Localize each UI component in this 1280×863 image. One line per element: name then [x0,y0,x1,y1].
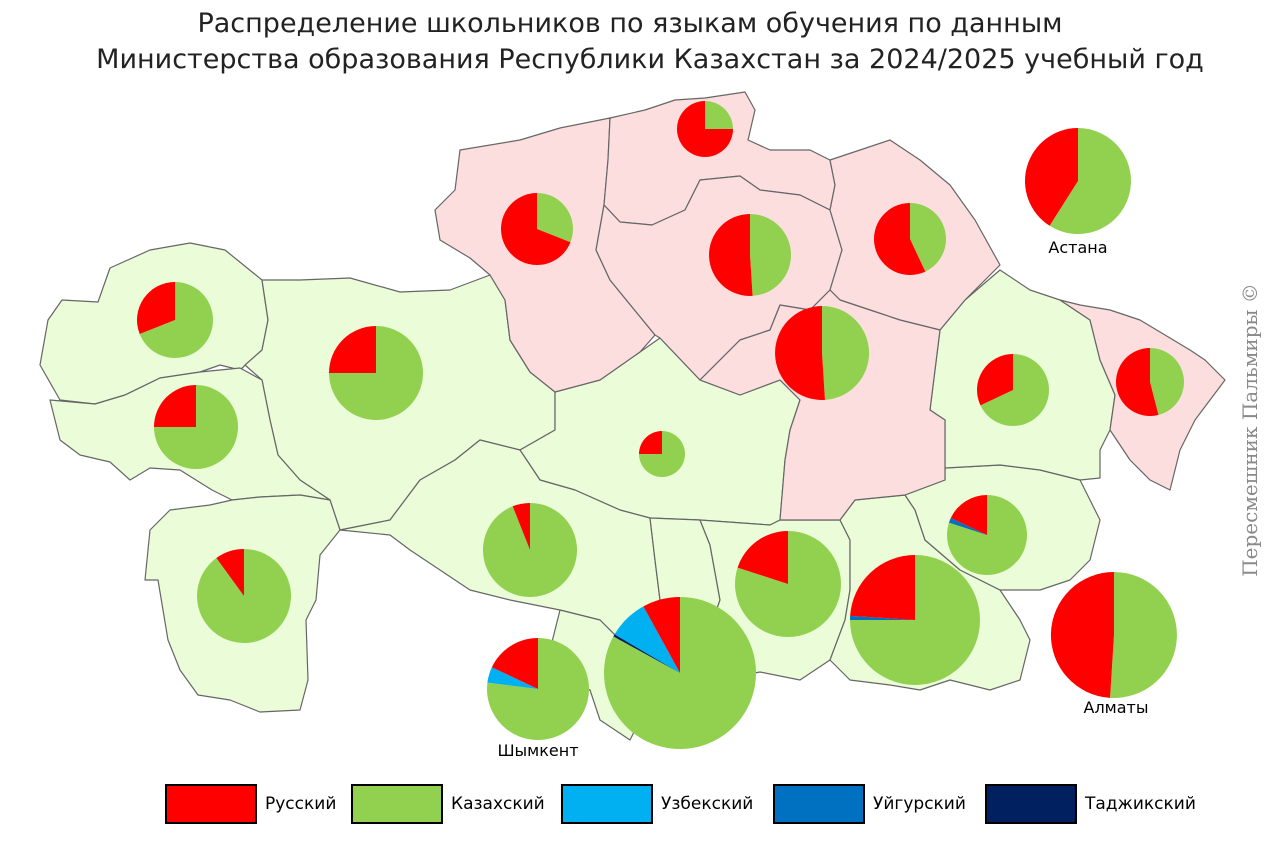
pie-atyrau [154,385,238,469]
pie-astana [1024,127,1131,234]
legend-swatch-kazakh [351,784,443,824]
pie-slice-zhambyl-kazakh [734,531,841,637]
pie-slice-karaganda-russian [775,306,825,400]
pie-slice-north-kazakhstan-russian [677,101,733,157]
pie-turkistan [604,597,757,749]
map-title-line-1: Распределение школьников по языкам обуче… [197,8,1063,39]
pie-slice-shymkent-uzbek [487,667,538,689]
pie-slice-mangystau-kazakh [197,549,292,643]
pie-almaty-city [1050,571,1177,698]
legend-label-uyghur: Уйгурский [873,794,966,814]
pie-slice-kostanay-kazakh [537,193,573,243]
pie-slice-abai-kazakh [980,354,1050,426]
pie-zhambyl [734,530,841,637]
pie-slice-pavlodar-russian [873,203,926,275]
pie-kostanay [500,192,573,265]
legend-label-kazakh: Казахский [451,794,545,814]
author-watermark: Пересмешник Пальмиры © [1238,283,1262,577]
pie-slice-pavlodar-kazakh [910,203,946,272]
pie-slice-east-kazakhstan-kazakh [1150,348,1184,415]
legend-swatch-tajik [985,784,1077,824]
almaty-label: Алматы [1084,698,1149,717]
pie-slice-zhambyl-russian [737,530,788,584]
pie-slice-atyrau-russian [154,385,196,427]
pie-slice-abai-russian [977,354,1013,406]
pie-zhetysu [947,495,1028,575]
pie-slice-turkistan-uzbek [614,606,680,673]
pie-slice-zhetysu-uyghur [948,517,987,535]
pie-slice-astana-russian [1024,127,1078,226]
pie-aktobe [329,326,423,420]
legend-label-uzbek: Узбекский [661,794,754,814]
pie-slice-west-kazakhstan-russian [137,282,175,334]
legend-swatch-uzbek [561,784,653,824]
pie-almaty-region [850,555,980,685]
pie-slice-almaty-region-uyghur [850,615,915,620]
pie-slice-west-kazakhstan-kazakh [139,282,214,359]
pie-north-kazakhstan [677,101,733,157]
pie-slice-east-kazakhstan-russian [1115,348,1159,417]
pie-slice-zhetysu-kazakh [947,495,1028,575]
legend-label-tajik: Таджикский [1085,794,1196,814]
pie-east-kazakhstan [1115,348,1184,417]
pie-slice-kyzylorda-kazakh [483,503,578,597]
map-title-line-2: Министерства образования Республики Каза… [96,44,1204,75]
pie-charts-layer [137,101,1184,749]
pie-shymkent [486,638,589,740]
pie-slice-north-kazakhstan-kazakh [705,101,733,129]
pie-pavlodar [873,203,946,275]
pie-west-kazakhstan [137,282,214,359]
pie-slice-shymkent-russian [491,638,538,689]
pie-slice-almaty-region-russian [850,555,915,620]
pie-akmola [709,214,792,296]
pie-karaganda [775,306,870,400]
legend-swatch-uyghur [773,784,865,824]
pie-slice-astana-kazakh [1049,128,1131,234]
pie-mangystau [197,549,292,643]
pie-slice-ulytau-russian [639,431,662,454]
pie-slice-almaty-city-russian [1050,571,1114,698]
pie-kyzylorda [483,503,578,597]
pie-slice-aktobe-russian [329,326,376,373]
legend-label-russian: Русский [265,794,337,814]
pie-slice-turkistan-kazakh [604,597,757,749]
pie-slice-akmola-kazakh [750,214,792,296]
pie-slice-kyzylorda-russian [512,503,530,550]
pie-slice-turkistan-tajik [613,634,680,673]
legend-swatch-russian [165,784,257,824]
pie-slice-turkistan-russian [643,597,680,673]
pie-ulytau [639,431,685,477]
shymkent-label: Шымкент [497,741,578,760]
legend: Русский Казахский Узбекский Уйгурский Та… [0,784,1280,830]
pie-slice-akmola-russian [709,214,753,296]
pie-slice-kostanay-russian [500,192,571,265]
pie-slice-mangystau-russian [216,549,244,596]
pie-slice-karaganda-kazakh [822,306,870,400]
pie-slice-zhetysu-russian [950,495,987,535]
region-karaganda [699,289,946,521]
pie-slice-almaty-city-kazakh [1110,572,1177,698]
pie-slice-shymkent-kazakh [486,638,589,740]
pie-abai [977,354,1050,426]
astana-label: Астана [1048,238,1107,257]
